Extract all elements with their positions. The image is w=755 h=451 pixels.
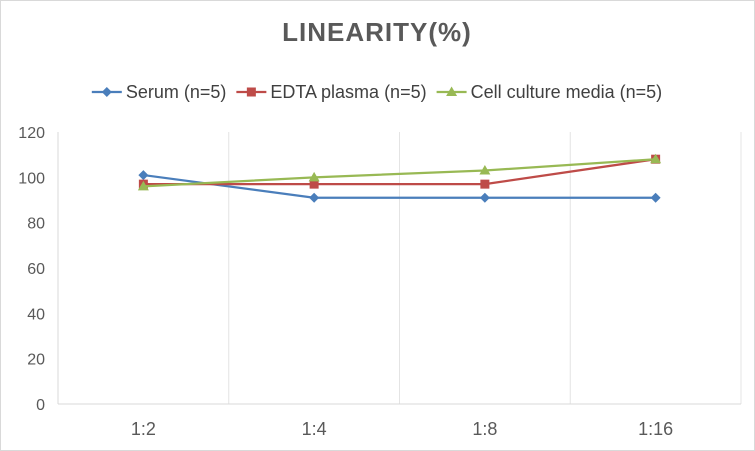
data-point	[138, 170, 149, 181]
data-point	[479, 192, 490, 203]
series-line	[143, 158, 656, 186]
data-point	[308, 171, 320, 182]
legend-label: Serum (n=5)	[126, 82, 227, 102]
x-tick-label: 1:4	[302, 419, 327, 439]
data-point	[480, 179, 490, 189]
legend-label: EDTA plasma (n=5)	[270, 82, 426, 102]
data-point	[479, 165, 491, 175]
axes: 0 20 40 60 80 100 120 1:2 1:4 1:8 1:16	[18, 125, 741, 439]
data-point	[650, 192, 661, 203]
legend-item: Cell culture media (n=5)	[436, 82, 663, 102]
data-point	[137, 180, 149, 191]
y-tick-label: 20	[27, 352, 45, 369]
legend-marker	[446, 86, 458, 96]
legend-label: Cell culture media (n=5)	[471, 82, 663, 102]
series-line	[143, 173, 656, 199]
series-line	[143, 158, 656, 188]
x-tick-label: 1:2	[131, 419, 156, 439]
legend-marker	[246, 87, 256, 97]
grid	[228, 132, 742, 404]
legend-marker	[101, 87, 112, 97]
data-point	[650, 153, 662, 164]
series-3	[137, 153, 662, 191]
legend-item: EDTA plasma (n=5)	[236, 82, 427, 102]
y-tick-label: 60	[27, 261, 45, 278]
x-tick-label: 1:8	[472, 419, 497, 439]
y-tick-label: 120	[18, 125, 45, 142]
series-layer	[137, 153, 662, 203]
series-1	[138, 170, 661, 203]
chart-title: LINEARITY(%)	[282, 17, 472, 47]
data-point	[309, 192, 320, 203]
data-point	[309, 179, 319, 189]
y-tick-label: 0	[36, 397, 45, 414]
legend: Serum (n=5) EDTA plasma (n=5) Cell culture…	[91, 82, 663, 102]
y-tick-label: 100	[18, 170, 45, 187]
x-tick-label: 1:16	[638, 419, 673, 439]
legend-item: Serum (n=5)	[91, 82, 227, 102]
y-tick-label: 80	[27, 216, 45, 233]
y-tick-label: 40	[27, 306, 45, 323]
